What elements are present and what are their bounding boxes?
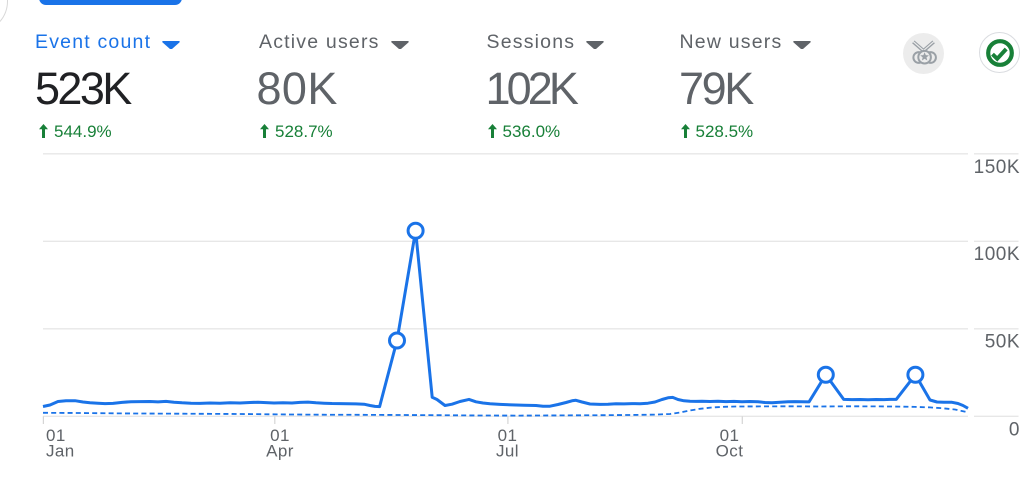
svg-text:Oct: Oct xyxy=(716,441,744,460)
svg-text:100K: 100K xyxy=(974,244,1020,265)
svg-text:01: 01 xyxy=(720,426,740,445)
svg-text:Jul: Jul xyxy=(496,441,519,460)
svg-text:01: 01 xyxy=(46,426,66,445)
svg-text:01: 01 xyxy=(270,426,290,445)
svg-text:150K: 150K xyxy=(974,157,1020,178)
svg-text:Jan: Jan xyxy=(46,441,75,460)
svg-text:Apr: Apr xyxy=(266,441,294,460)
svg-text:01: 01 xyxy=(498,426,518,445)
svg-text:50K: 50K xyxy=(985,331,1020,352)
svg-text:0: 0 xyxy=(1009,419,1020,440)
